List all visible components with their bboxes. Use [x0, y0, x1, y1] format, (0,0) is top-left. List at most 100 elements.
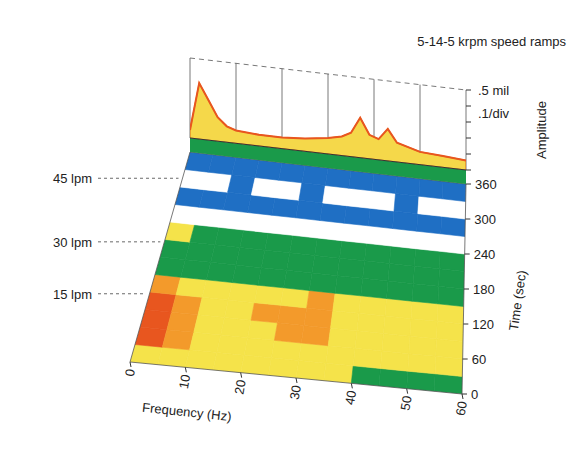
heat-cell [255, 160, 282, 180]
heat-cell [390, 246, 416, 266]
heat-cell [441, 216, 466, 236]
heat-cell [302, 165, 328, 185]
heat-cell [162, 330, 194, 350]
cells [130, 152, 466, 394]
heat-cell [384, 316, 412, 336]
heat-cell [172, 295, 203, 315]
heat-cell [437, 304, 464, 324]
x-tick-label: 50 [397, 395, 414, 412]
title: 5-14-5 krpm speed ramps [417, 34, 566, 49]
x-tick [296, 378, 297, 383]
heat-cell [244, 213, 272, 233]
heat-cell [387, 281, 414, 301]
heat-cell [301, 326, 330, 346]
heat-cell [271, 340, 301, 360]
heat-cell [185, 350, 217, 370]
heat-cell [244, 338, 274, 358]
heat-cell [240, 230, 268, 250]
heat-cell [372, 173, 397, 193]
y-tick [464, 289, 469, 290]
heat-cell [393, 211, 418, 231]
heat-cell [190, 225, 219, 245]
amp-tick [466, 122, 471, 123]
heat-cell [272, 198, 299, 218]
heat-cell [254, 285, 283, 305]
heat-cell [130, 345, 162, 365]
heat-cell [442, 181, 466, 201]
heat-cell [284, 270, 312, 290]
heat-cell [223, 192, 251, 212]
heat-cell [328, 328, 357, 348]
heat-cell [344, 206, 370, 226]
heat-cell [296, 361, 326, 381]
annotation: 30 lpm [53, 235, 92, 250]
heat-cell [248, 195, 276, 215]
amp-tick [466, 106, 471, 107]
amp-div-label: .1/div [478, 106, 510, 121]
heat-cell [320, 203, 346, 223]
amp-tick [466, 170, 471, 171]
annotation: 15 lpm [53, 287, 92, 302]
heat-cell [361, 278, 388, 298]
heat-cell [394, 194, 419, 214]
heat-cell [368, 208, 394, 228]
heat-cell [333, 293, 361, 313]
heat-cell [190, 332, 221, 352]
heat-cell [435, 356, 463, 376]
heat-cell [307, 291, 335, 311]
x-tick-label: 30 [287, 384, 304, 401]
heat-cell [251, 178, 278, 198]
amp-top-line [190, 58, 466, 90]
heat-cell [309, 273, 337, 293]
heat-cell [251, 303, 281, 323]
y-tick [465, 254, 470, 255]
y-tick-label: 240 [474, 247, 496, 262]
amplitude-panel [190, 58, 471, 170]
heat-cell [261, 250, 289, 270]
heat-cell [206, 262, 236, 282]
y-tick-label: 300 [474, 212, 496, 227]
heat-cell [208, 155, 236, 175]
heat-cell [268, 215, 296, 235]
chart: 0102030405060Frequency (Hz)0601201802403… [0, 0, 576, 454]
plot-frame [130, 152, 466, 394]
x-axis-title: Frequency (Hz) [142, 400, 233, 424]
heat-cell [331, 311, 359, 331]
heat-cell [342, 223, 368, 243]
amp-tick [466, 138, 471, 139]
heat-cell [296, 200, 323, 220]
y-tick-label: 120 [472, 317, 494, 332]
heat-cell [416, 231, 441, 251]
y-tick [463, 359, 468, 360]
amplitude-line [190, 83, 466, 160]
amp-tick [466, 154, 471, 155]
x-tick-label: 20 [231, 379, 248, 396]
heat-cell [340, 241, 367, 261]
heat-cell [411, 301, 438, 321]
heat-cell [385, 299, 412, 319]
heat-cell [290, 235, 318, 255]
heat-cell [436, 339, 463, 359]
heat-cell [408, 354, 436, 374]
heat-cell [413, 266, 439, 286]
heat-cell [440, 234, 465, 254]
heat-cell [167, 312, 198, 332]
heat-cell [363, 261, 390, 281]
x-tick [130, 362, 131, 367]
heat-cell [268, 358, 298, 378]
x-tick-label: 60 [453, 400, 470, 417]
heat-cell [275, 180, 302, 200]
heat-cell [439, 251, 464, 271]
heat-cell [379, 369, 408, 389]
y-tick [466, 184, 471, 185]
heat-cell [211, 245, 240, 265]
heat-cell [215, 227, 244, 247]
heat-cell [323, 186, 349, 206]
heat-cell [407, 371, 435, 391]
heat-cell [241, 355, 272, 375]
heat-cell [434, 374, 462, 394]
heat-cell [204, 172, 232, 192]
heat-cell [410, 319, 437, 339]
heat-cell [145, 292, 176, 312]
heat-cell [195, 207, 224, 227]
